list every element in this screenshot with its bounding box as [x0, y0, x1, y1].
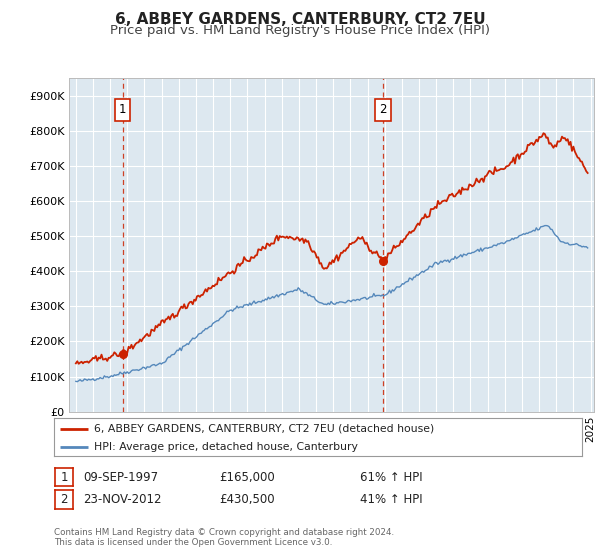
Text: Contains HM Land Registry data © Crown copyright and database right 2024.
This d: Contains HM Land Registry data © Crown c… [54, 528, 394, 547]
Text: 1: 1 [61, 470, 68, 484]
Text: 6, ABBEY GARDENS, CANTERBURY, CT2 7EU (detached house): 6, ABBEY GARDENS, CANTERBURY, CT2 7EU (d… [94, 423, 434, 433]
Text: Price paid vs. HM Land Registry's House Price Index (HPI): Price paid vs. HM Land Registry's House … [110, 24, 490, 37]
Text: £165,000: £165,000 [219, 470, 275, 484]
Text: £430,500: £430,500 [219, 493, 275, 506]
Text: 6, ABBEY GARDENS, CANTERBURY, CT2 7EU: 6, ABBEY GARDENS, CANTERBURY, CT2 7EU [115, 12, 485, 27]
Text: 1: 1 [119, 104, 126, 116]
Text: 41% ↑ HPI: 41% ↑ HPI [360, 493, 422, 506]
Text: 2: 2 [379, 104, 387, 116]
Text: 61% ↑ HPI: 61% ↑ HPI [360, 470, 422, 484]
Text: 23-NOV-2012: 23-NOV-2012 [83, 493, 161, 506]
Text: 2: 2 [61, 493, 68, 506]
Text: HPI: Average price, detached house, Canterbury: HPI: Average price, detached house, Cant… [94, 442, 358, 452]
Text: 09-SEP-1997: 09-SEP-1997 [83, 470, 158, 484]
